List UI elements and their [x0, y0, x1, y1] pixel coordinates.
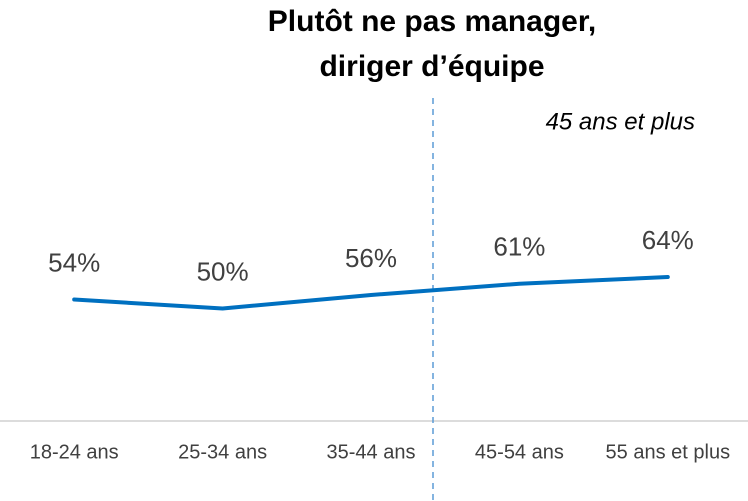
line: [72, 275, 670, 311]
x-tick-label: 45-54 ans: [475, 441, 564, 463]
chart-title: diriger d’équipe: [319, 50, 544, 83]
data-label: 50%: [197, 256, 249, 286]
annotation: 45 ans et plus: [546, 108, 695, 135]
x-tick-label: 35-44 ans: [327, 441, 416, 463]
x-tick-label: 25-34 ans: [178, 441, 267, 463]
x-tick-label: 18-24 ans: [30, 441, 119, 463]
chart-title: Plutôt ne pas manager,: [268, 5, 596, 38]
data-label: 56%: [345, 243, 397, 273]
data-label: 61%: [493, 232, 545, 262]
data-label: 54%: [48, 247, 100, 277]
data-label: 64%: [642, 225, 694, 255]
x-tick-label: 55 ans et plus: [606, 441, 731, 463]
